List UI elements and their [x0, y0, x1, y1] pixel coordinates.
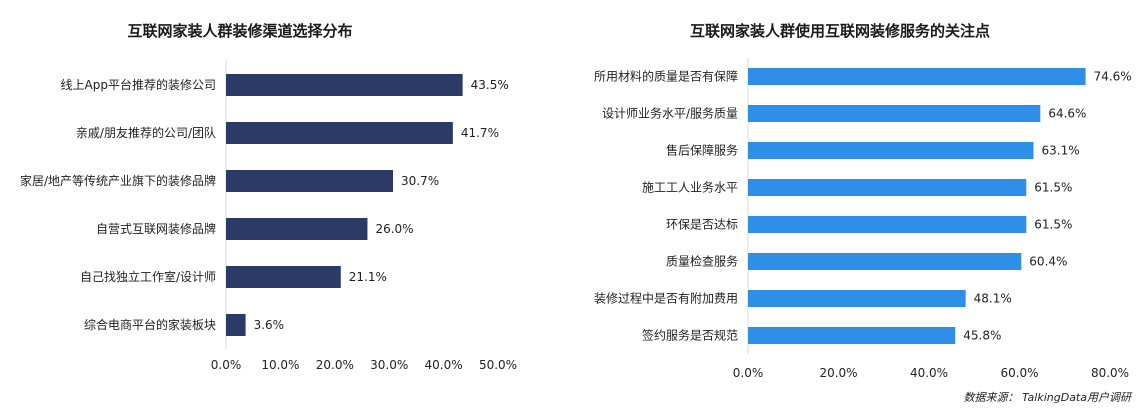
bar	[748, 327, 956, 344]
x-tick-label: 80.0%	[1091, 366, 1129, 380]
bar	[226, 122, 453, 144]
category-label: 装修过程中是否有附加费用	[594, 291, 738, 306]
x-tick-label: 0.0%	[733, 366, 764, 380]
x-tick-label: 40.0%	[425, 358, 463, 372]
category-label: 设计师业务水平/服务质量	[602, 106, 738, 121]
data-label: 43.5%	[471, 78, 509, 92]
bar	[226, 218, 368, 240]
category-label: 线上App平台推荐的装修公司	[61, 77, 216, 92]
service-concern-plot: 所用材料的质量是否有保障 74.6% 设计师业务水平/服务质量 64.6% 售后保障服务…	[594, 58, 1132, 380]
category-label: 家居/地产等传统产业旗下的装修品牌	[20, 173, 216, 188]
category-label: 综合电商平台的家装板块	[84, 317, 216, 332]
bar	[226, 314, 246, 336]
data-label: 41.7%	[461, 126, 499, 140]
bar	[226, 266, 341, 288]
chart-title: 互联网家装人群使用互联网装修服务的关注点	[689, 22, 990, 40]
x-tick-label: 50.0%	[479, 358, 517, 372]
x-tick-label: 10.0%	[261, 358, 299, 372]
chart-title: 互联网家装人群装修渠道选择分布	[127, 22, 353, 40]
data-label: 61.5%	[1034, 181, 1072, 195]
channel-choice-plot: 线上App平台推荐的装修公司 43.5% 亲戚/朋友推荐的公司/团队 41.7% 家居/…	[20, 61, 517, 372]
bar	[748, 179, 1027, 196]
category-label: 施工工人业务水平	[642, 180, 738, 195]
data-label: 48.1%	[974, 292, 1012, 306]
category-label: 自己找独立工作室/设计师	[80, 269, 216, 284]
x-tick-label: 40.0%	[910, 366, 948, 380]
x-tick-label: 20.0%	[316, 358, 354, 372]
category-label: 自营式互联网装修品牌	[96, 221, 216, 236]
data-label: 63.1%	[1042, 144, 1080, 158]
bar	[748, 68, 1086, 85]
x-tick-label: 0.0%	[211, 358, 242, 372]
bar	[748, 105, 1041, 122]
data-label: 60.4%	[1029, 255, 1067, 269]
data-label: 21.1%	[349, 270, 387, 284]
category-label: 所用材料的质量是否有保障	[594, 69, 738, 84]
category-label: 质量检查服务	[666, 254, 738, 269]
data-label: 30.7%	[401, 174, 439, 188]
data-label: 74.6%	[1094, 70, 1132, 84]
x-tick-label: 20.0%	[819, 366, 857, 380]
channel-choice-chart: 互联网家装人群装修渠道选择分布 线上App平台推荐的装修公司 43.5% 亲戚/朋友…	[0, 0, 560, 411]
bar	[226, 170, 394, 192]
data-label: 64.6%	[1048, 107, 1086, 121]
bar	[748, 253, 1022, 270]
data-label: 61.5%	[1034, 218, 1072, 232]
category-label: 环保是否达标	[666, 218, 738, 232]
data-label: 3.6%	[254, 318, 284, 332]
bar	[748, 216, 1027, 233]
bar	[226, 74, 463, 96]
category-label: 亲戚/朋友推荐的公司/团队	[76, 125, 216, 140]
data-label: 45.8%	[963, 329, 1001, 343]
category-label: 签约服务是否规范	[642, 328, 738, 343]
bar	[748, 290, 966, 307]
service-concern-chart: 互联网家装人群使用互联网装修服务的关注点 所用材料的质量是否有保障 74.6% 设计…	[570, 0, 1143, 411]
bar	[748, 142, 1034, 159]
data-label: 26.0%	[375, 222, 413, 236]
x-tick-label: 60.0%	[1000, 366, 1038, 380]
source-note: 数据来源： TalkingData用户调研	[963, 391, 1131, 404]
x-tick-label: 30.0%	[370, 358, 408, 372]
category-label: 售后保障服务	[666, 143, 738, 158]
